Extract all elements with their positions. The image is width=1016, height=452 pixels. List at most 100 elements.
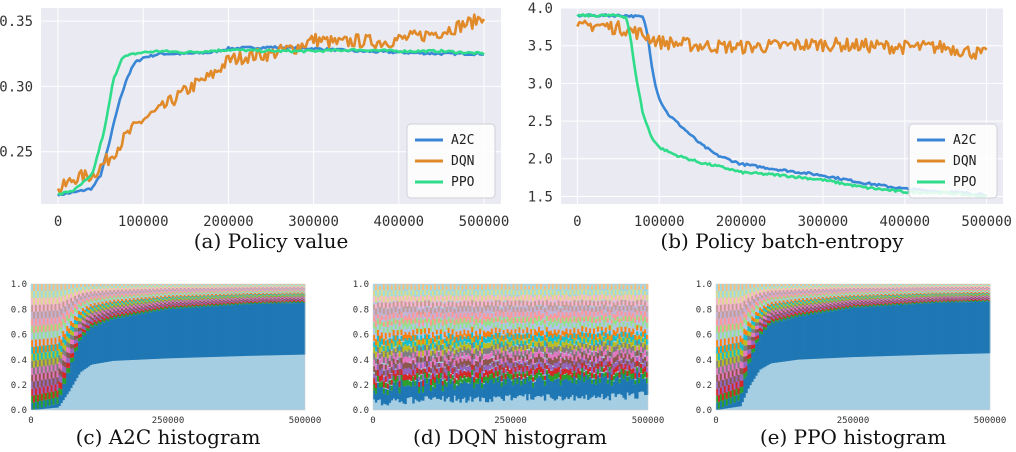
histogram-stripe	[277, 302, 280, 304]
histogram-band	[281, 303, 284, 356]
histogram-stripe	[471, 312, 474, 317]
histogram-stripe	[85, 308, 89, 312]
histogram-stripe	[122, 313, 126, 316]
histogram-stripe	[555, 300, 559, 306]
histogram-stripe	[226, 298, 230, 300]
histogram-stripe	[132, 312, 136, 314]
histogram-stripe	[209, 292, 212, 295]
histogram-stripe	[526, 284, 529, 290]
histogram-stripe	[179, 307, 183, 309]
histogram-stripe	[555, 332, 559, 337]
histogram-stripe	[85, 305, 89, 309]
histogram-stripe	[213, 286, 216, 288]
histogram-stripe	[506, 364, 509, 372]
histogram-stripe	[263, 298, 267, 300]
histogram-stripe	[516, 346, 519, 351]
histogram-stripe	[85, 330, 89, 334]
histogram-stripe	[160, 298, 163, 301]
histogram-stripe	[195, 303, 198, 305]
histogram-stripe	[378, 293, 382, 302]
histogram-stripe	[281, 285, 284, 287]
histogram-stripe	[220, 293, 224, 295]
histogram-band	[56, 403, 59, 408]
histogram-stripe	[216, 284, 220, 286]
histogram-stripe	[68, 303, 71, 309]
histogram-stripe	[218, 284, 222, 286]
histogram-stripe	[128, 296, 132, 299]
histogram-stripe	[121, 304, 124, 307]
histogram-stripe	[89, 298, 93, 302]
histogram-stripe	[130, 310, 134, 313]
histogram-stripe	[538, 310, 541, 317]
histogram-stripe	[435, 351, 439, 357]
histogram-stripe	[498, 309, 502, 317]
histogram-stripe	[396, 295, 399, 302]
histogram-band	[289, 303, 292, 355]
histogram-stripe	[422, 379, 425, 387]
histogram-band	[514, 382, 517, 399]
histogram-stripe	[410, 288, 413, 296]
histogram-stripe	[502, 343, 505, 351]
histogram-stripe	[101, 317, 104, 320]
histogram-stripe	[512, 346, 515, 352]
histogram-stripe	[285, 292, 288, 294]
histogram-stripe	[89, 296, 93, 299]
histogram-stripe	[388, 349, 392, 356]
histogram-stripe	[74, 331, 77, 336]
histogram-stripe	[254, 298, 257, 300]
histogram-stripe	[146, 301, 149, 304]
histogram-stripe	[530, 339, 533, 346]
histogram-stripe	[577, 341, 580, 346]
histogram-stripe	[173, 303, 177, 305]
histogram-stripe	[534, 290, 537, 296]
histogram-stripe	[563, 293, 566, 300]
histogram-stripe	[107, 300, 110, 303]
histogram-stripe	[70, 307, 73, 312]
histogram-stripe	[394, 363, 397, 369]
histogram-stripe	[428, 334, 431, 340]
histogram-stripe	[42, 318, 46, 326]
histogram-stripe	[447, 321, 450, 328]
histogram-stripe	[72, 348, 75, 353]
histogram-stripe	[461, 296, 464, 301]
histogram-stripe	[567, 364, 570, 370]
histogram-stripe	[64, 339, 67, 346]
histogram-stripe	[117, 303, 120, 306]
histogram-stripe	[279, 300, 282, 302]
histogram-stripe	[95, 323, 98, 326]
histogram-stripe	[428, 345, 431, 351]
histogram-stripe	[93, 314, 96, 318]
histogram-stripe	[166, 299, 169, 301]
histogram-stripe	[89, 306, 93, 309]
histogram-stripe	[504, 289, 507, 296]
histogram-stripe	[524, 313, 527, 318]
histogram-stripe	[579, 304, 582, 311]
histogram-stripe	[36, 401, 40, 409]
histogram-stripe	[486, 313, 490, 319]
histogram-stripe	[522, 366, 525, 372]
histogram-stripe	[146, 287, 149, 289]
histogram-stripe	[56, 317, 59, 324]
histogram-stripe	[256, 289, 259, 291]
x-tick-label: 0	[573, 214, 581, 230]
histogram-stripe	[374, 320, 378, 327]
histogram-stripe	[287, 296, 290, 298]
histogram-stripe	[459, 307, 462, 313]
histogram-stripe	[441, 356, 445, 362]
histogram-stripe	[166, 291, 169, 293]
histogram-stripe	[93, 324, 96, 327]
histogram-stripe	[380, 337, 384, 345]
histogram-stripe	[32, 304, 36, 312]
histogram-stripe	[197, 289, 200, 291]
histogram-stripe	[168, 285, 171, 287]
histogram-stripe	[277, 301, 280, 303]
histogram-stripe	[453, 284, 456, 290]
histogram-stripe	[152, 284, 155, 286]
histogram-stripe	[271, 298, 275, 300]
histogram-stripe	[162, 292, 165, 295]
histogram-stripe	[91, 317, 95, 321]
histogram-stripe	[152, 285, 155, 288]
histogram-band	[259, 303, 263, 356]
histogram-stripe	[140, 310, 143, 313]
histogram-stripe	[218, 301, 222, 303]
